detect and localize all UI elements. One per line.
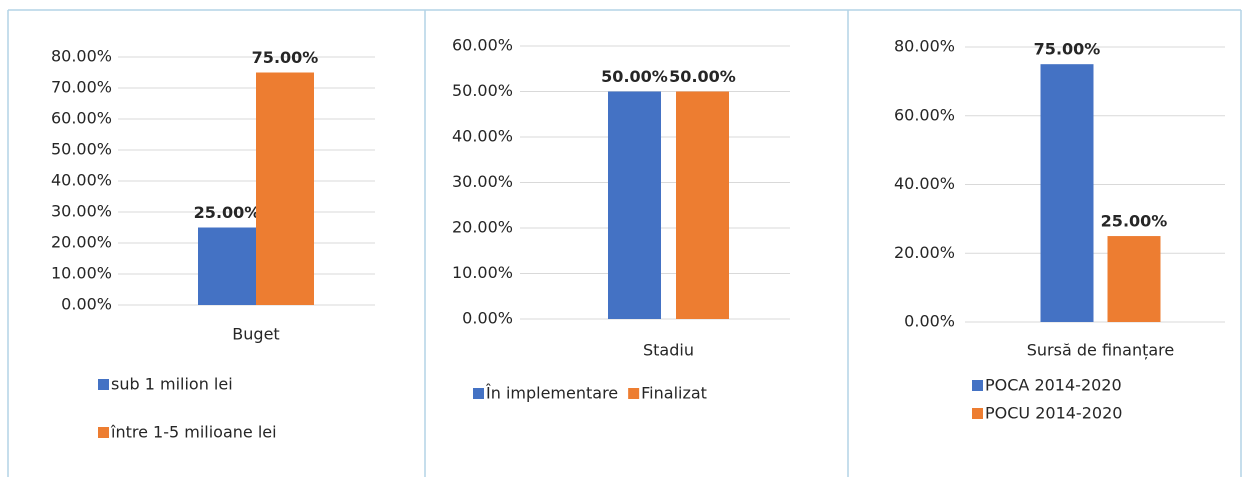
y-tick-label: 60.00% bbox=[452, 36, 513, 55]
y-tick-label: 0.00% bbox=[462, 309, 513, 328]
y-tick-label: 40.00% bbox=[452, 127, 513, 146]
legend-label: sub 1 milion lei bbox=[111, 375, 233, 394]
legend-swatch bbox=[972, 380, 983, 391]
bar bbox=[1040, 64, 1094, 322]
legend-label: În implementare bbox=[485, 384, 618, 403]
y-tick-label: 10.00% bbox=[51, 264, 112, 283]
data-label: 50.00% bbox=[601, 67, 668, 86]
legend-swatch bbox=[473, 388, 484, 399]
y-tick-label: 30.00% bbox=[452, 172, 513, 191]
legend-swatch bbox=[972, 408, 983, 419]
bar bbox=[676, 91, 729, 319]
y-tick-label: 20.00% bbox=[452, 218, 513, 237]
y-tick-label: 10.00% bbox=[452, 263, 513, 282]
bar bbox=[256, 72, 314, 305]
data-label: 75.00% bbox=[252, 48, 319, 67]
x-tick-label: Buget bbox=[232, 325, 279, 344]
x-tick-label: Sursă de finanțare bbox=[1027, 341, 1175, 360]
legend-label: POCU 2014-2020 bbox=[985, 404, 1122, 423]
y-tick-label: 0.00% bbox=[61, 295, 112, 314]
legend-swatch bbox=[98, 427, 109, 438]
legend-label: POCA 2014-2020 bbox=[985, 376, 1122, 395]
data-label: 25.00% bbox=[1101, 212, 1168, 231]
y-tick-label: 0.00% bbox=[904, 312, 955, 331]
bar bbox=[608, 91, 661, 319]
legend-swatch bbox=[628, 388, 640, 399]
legend-label: între 1-5 milioane lei bbox=[110, 423, 277, 442]
legend-swatch bbox=[98, 379, 109, 390]
bar bbox=[198, 227, 256, 305]
bar bbox=[1107, 236, 1161, 322]
y-tick-label: 60.00% bbox=[894, 105, 955, 124]
y-tick-label: 40.00% bbox=[894, 174, 955, 193]
y-tick-label: 20.00% bbox=[894, 243, 955, 262]
y-tick-label: 40.00% bbox=[51, 171, 112, 190]
y-tick-label: 80.00% bbox=[894, 37, 955, 56]
y-tick-label: 50.00% bbox=[51, 140, 112, 159]
y-tick-label: 70.00% bbox=[51, 78, 112, 97]
y-tick-label: 50.00% bbox=[452, 81, 513, 100]
y-tick-label: 30.00% bbox=[51, 202, 112, 221]
y-tick-label: 80.00% bbox=[51, 47, 112, 66]
y-tick-label: 20.00% bbox=[51, 233, 112, 252]
data-label: 25.00% bbox=[194, 203, 261, 222]
y-tick-label: 60.00% bbox=[51, 109, 112, 128]
data-label: 75.00% bbox=[1034, 40, 1101, 59]
data-label: 50.00% bbox=[669, 67, 736, 86]
legend-label: Finalizat bbox=[641, 384, 707, 403]
x-tick-label: Stadiu bbox=[643, 341, 694, 360]
